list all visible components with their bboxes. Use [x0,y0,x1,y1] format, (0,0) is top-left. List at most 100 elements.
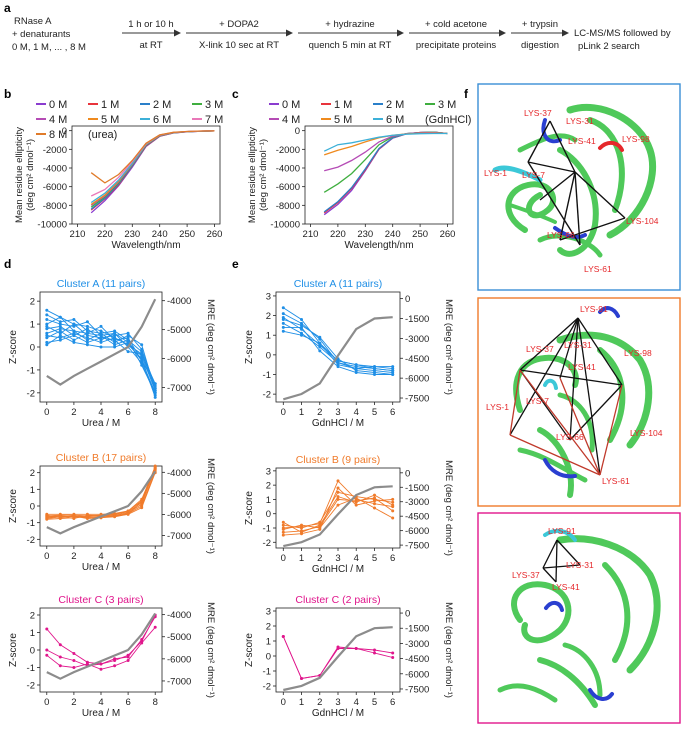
pair-point [113,329,117,333]
y2-tick-label: -7000 [167,531,191,542]
lys-label: LYS-37 [512,570,540,580]
structure-bot: LYS-91 LYS-37 LYS-31 LYS-41 [477,512,681,724]
workflow-step-3-top: + hydrazine [325,19,374,30]
workflow-start-2: + denaturants [12,29,71,40]
y-tick-label: 0 [30,343,35,354]
x-tick-label: 6 [390,407,395,418]
y2-axis-label: MRE (deg cm² dmol⁻¹) [205,602,216,698]
pair-point [300,318,303,321]
pair-point [72,666,76,669]
pair-point [281,520,285,524]
pair-point [85,331,89,335]
y2-tick-label: -5000 [167,489,191,500]
pair-point [72,340,76,344]
y2-tick-label: -4500 [405,512,429,523]
pair-line [46,465,156,519]
lys-label: LYS-7 [526,396,549,406]
y2-axis-label: MRE (deg cm² dmol⁻¹) [443,299,454,395]
pair-point [85,343,89,347]
pair-point [72,324,76,328]
panel-letter-b: b [4,87,11,101]
series-line-3M [323,131,448,193]
pair-point [58,515,62,519]
pair-point [336,479,340,483]
pair-point [113,512,117,516]
y-tick-label: -4000 [276,164,300,175]
pair-point [72,329,76,333]
panel-letter-d: d [4,257,11,271]
y-tick-label: 0 [295,126,300,137]
panel-letter-c: c [232,87,239,101]
pair-point [72,322,76,326]
x-tick-label: 6 [125,697,130,708]
pair-point [373,496,376,500]
y-tick-label: -2 [27,535,35,546]
y-tick-label: 2 [266,481,271,492]
y2-tick-label: -6000 [167,510,191,521]
pair-point [126,512,130,516]
x-axis-label: GdnHCl / M [312,564,364,575]
pair-point [113,334,117,337]
pair-point [45,336,49,340]
y2-tick-label: -3000 [405,497,429,508]
pair-point [72,652,76,655]
pair-point [140,638,144,641]
panel-letter-a: a [4,1,11,15]
pair-line [46,616,156,667]
legend-label: 6 M [386,114,404,126]
pair-point [45,313,49,317]
pair-point [99,334,103,337]
x-tick-label: 0 [44,697,49,708]
pair-point [391,500,395,504]
y-tick-label: -6000 [43,182,67,193]
cluster-title: Cluster B (9 pairs) [296,454,381,466]
cluster-title: Cluster A (11 pairs) [294,278,383,290]
pair-point [391,497,395,501]
pair-point [45,327,49,331]
pair-point [72,338,76,342]
structure-mid: LYS-91 LYS-37 LYS-31 LYS-98 LYS-41 LYS-1… [477,297,681,507]
lys-label: LYS-41 [568,362,596,372]
structure-top-frame [477,83,681,291]
pair-point [45,340,49,344]
pair-point [281,523,285,527]
pair-point [113,657,117,661]
x-tick-label: 8 [153,407,158,418]
workflow-step-3-bottom: quench 5 min at RT [309,40,392,51]
y-tick-label: -2 [27,681,35,692]
pair-point [140,352,144,356]
y-tick-label: 1 [266,331,271,342]
pair-point [72,331,76,335]
x-tick-label: 0 [281,553,286,564]
plot-frame [71,125,221,225]
pair-point [58,664,62,668]
x-tick-label: 8 [153,697,158,708]
y2-axis-label: MRE (deg cm² dmol⁻¹) [443,460,454,556]
y-tick-label: 1 [30,320,35,331]
pair-point [391,516,395,520]
y-tick-label: -1 [27,663,35,674]
pair-point [373,493,376,497]
y-tick-label: 0 [266,652,271,663]
y-tick-label: -4000 [43,164,67,175]
lys-label: LYS-98 [624,348,652,358]
pair-point [318,349,322,353]
x-tick-label: 5 [372,553,377,564]
pair-line [46,614,156,665]
pair-point [281,635,285,638]
pair-point [85,320,89,324]
x-axis-label: GdnHCl / M [312,418,364,429]
pair-point [300,526,303,530]
y-axis-label: Z-score [244,633,255,667]
y-tick-label: 3 [266,291,271,302]
structure-top: LYS-37 LYS-31 LYS-98 LYS-41 LYS-1 LYS-7 … [477,83,681,291]
y-tick-label: 1 [266,637,271,648]
pair-point [85,513,89,517]
y-tick-label: 1 [30,485,35,496]
pair-point [45,627,49,631]
legend-label: 4 M [49,114,67,126]
crosslinks-top [527,120,626,246]
pair-point [45,517,49,520]
y2-axis-label: MRE (deg cm² dmol⁻¹) [443,602,454,698]
pair-point [140,506,144,510]
